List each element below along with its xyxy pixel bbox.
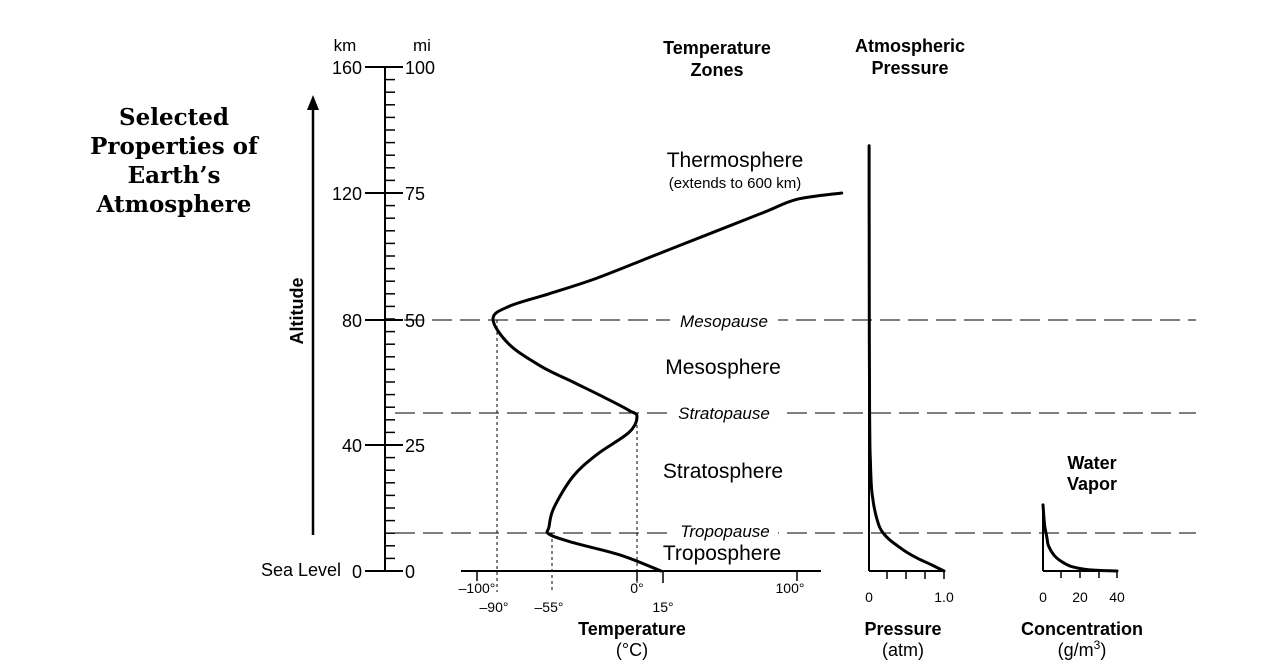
thermosphere-note: (extends to 600 km) <box>669 175 802 192</box>
mi-label-75: 75 <box>405 184 425 204</box>
title-line-3: Earth’s <box>128 162 221 189</box>
mi-label-25: 25 <box>405 436 425 456</box>
column-headings: Temperature Zones Atmospheric Pressure W… <box>663 36 1117 494</box>
temperature-axis-title: Temperature <box>578 619 686 639</box>
vapor-label-20: 20 <box>1072 589 1088 605</box>
vapor-label-0: 0 <box>1039 589 1047 605</box>
mesosphere-label: Mesosphere <box>665 356 781 379</box>
km-label-80: 80 <box>342 311 362 331</box>
water-vapor-axis: 0 20 40 Concentration (g/m3) <box>1021 505 1143 660</box>
km-label-0: 0 <box>352 562 362 582</box>
tropopause-label-bg <box>672 522 778 544</box>
zone-labels: Thermosphere (extends to 600 km) Mesopau… <box>663 149 803 565</box>
pressure-axis: 0 1.0 Pressure (atm) <box>864 145 954 660</box>
pressure-label-1: 1.0 <box>934 589 954 605</box>
km-label-40: 40 <box>342 436 362 456</box>
pressure-axis-title: Pressure <box>864 619 941 639</box>
thermosphere-label: Thermosphere <box>667 149 804 172</box>
temperature-zones-heading-2: Zones <box>690 60 743 80</box>
temp-label-15: 15° <box>652 599 673 615</box>
stratopause-label-bg <box>668 402 780 424</box>
reference-dotted-lines <box>496 320 638 592</box>
diagram-title: Selected Properties of Earth’s Atmospher… <box>90 104 260 218</box>
temp-label-0: 0° <box>630 580 643 596</box>
pressure-heading-1: Atmospheric <box>855 36 965 56</box>
vapor-axis-title: Concentration <box>1021 619 1143 639</box>
altitude-scale: km mi 160 120 80 40 0 100 75 50 25 0 Sea… <box>261 36 435 582</box>
water-vapor-heading-2: Vapor <box>1067 474 1117 494</box>
water-vapor-heading-1: Water <box>1067 453 1116 473</box>
mesopause-label: Mesopause <box>680 312 768 331</box>
pressure-heading-2: Pressure <box>871 58 948 78</box>
title-line-4: Atmosphere <box>96 191 252 218</box>
stratopause-label: Stratopause <box>678 404 770 423</box>
km-unit-label: km <box>334 36 357 55</box>
temperature-axis: –100° 0° 100° –90° –55° 15° Temperature … <box>459 570 821 660</box>
arrow-up-icon <box>307 95 319 110</box>
pressure-curve <box>867 144 946 573</box>
mi-label-50: 50 <box>405 311 425 331</box>
vapor-label-40: 40 <box>1109 589 1125 605</box>
vapor-unit-exponent: 3 <box>1094 638 1101 652</box>
altitude-arrow: Altitude <box>287 95 319 535</box>
mi-unit-label: mi <box>413 36 431 55</box>
altitude-label: Altitude <box>287 278 307 345</box>
mesopause-label-bg <box>670 309 778 331</box>
pressure-axis-unit: (atm) <box>882 640 924 660</box>
km-label-160: 160 <box>332 58 362 78</box>
temperature-axis-unit: (°C) <box>616 640 648 660</box>
sea-level-label: Sea Level <box>261 560 341 580</box>
water-vapor-curve <box>1041 503 1119 573</box>
temperature-curve <box>491 191 844 573</box>
tropopause-label: Tropopause <box>680 522 769 541</box>
mi-label-100: 100 <box>405 58 435 78</box>
km-label-120: 120 <box>332 184 362 204</box>
stratosphere-label: Stratosphere <box>663 460 783 483</box>
temp-label-100: 100° <box>776 580 805 596</box>
temp-label-minus-90: –90° <box>480 599 509 615</box>
vapor-axis-unit: (g/m3) <box>1058 638 1107 660</box>
boundary-lines <box>395 319 1196 534</box>
mi-label-0: 0 <box>405 562 415 582</box>
troposphere-label: Troposphere <box>663 542 781 565</box>
pressure-label-0: 0 <box>865 589 873 605</box>
title-line-2: Properties of <box>90 133 260 160</box>
vapor-unit-base: (g/m <box>1058 640 1094 660</box>
temperature-zones-heading-1: Temperature <box>663 38 771 58</box>
title-line-1: Selected <box>119 104 229 131</box>
vapor-unit-close: ) <box>1100 640 1106 660</box>
temp-label-minus-55: –55° <box>535 599 564 615</box>
temp-label-minus-100: –100° <box>459 580 496 596</box>
